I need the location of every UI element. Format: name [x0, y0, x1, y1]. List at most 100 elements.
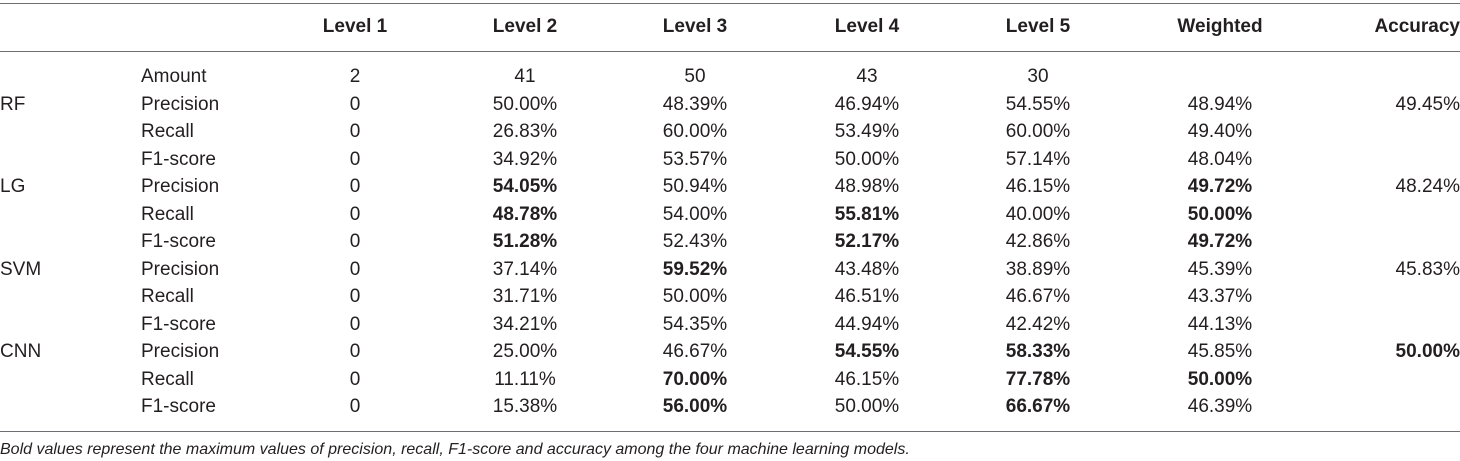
metric-name-cell: F1-score — [141, 148, 216, 170]
metric-name-cell: Precision — [141, 93, 220, 115]
value-cell: 45.83% — [1395, 258, 1460, 280]
header-weighted: Weighted — [1177, 16, 1263, 37]
model-name-cell — [0, 63, 120, 91]
value-cell: 43.37% — [1187, 286, 1253, 307]
table-row: LG Precision 0 54.05% 50.94% 48.98% 46.15% 49.7… — [0, 173, 1460, 201]
table-header-rule — [0, 51, 1460, 52]
model-name-cell — [0, 228, 120, 256]
value-cell: 0 — [349, 368, 361, 390]
header-level-2: Level 2 — [492, 16, 558, 37]
value-cell: 46.67% — [662, 341, 728, 362]
metric-name-cell: Precision — [141, 258, 220, 280]
value-cell: 50.94% — [662, 176, 728, 197]
value-cell: 0 — [349, 396, 361, 417]
value-cell: 60.00% — [1005, 121, 1071, 142]
value-cell — [1340, 201, 1460, 229]
value-cell: 50.00% — [1187, 203, 1253, 225]
header-level-3: Level 3 — [662, 16, 728, 37]
table-top-rule — [0, 3, 1460, 4]
value-cell: 54.35% — [662, 313, 728, 335]
value-cell: 46.94% — [834, 93, 900, 115]
value-cell: 42.86% — [1005, 231, 1071, 252]
value-cell: 50.00% — [1395, 341, 1460, 362]
model-name-cell — [0, 146, 120, 174]
value-cell: 43 — [856, 66, 878, 87]
value-cell: 0 — [349, 286, 361, 307]
value-cell: 0 — [349, 203, 361, 225]
value-cell: 60.00% — [662, 121, 728, 142]
value-cell: 40.00% — [1005, 203, 1071, 225]
value-cell — [1340, 63, 1460, 91]
value-cell: 37.14% — [492, 258, 558, 280]
value-cell: 45.85% — [1187, 341, 1253, 362]
value-cell: 34.92% — [492, 148, 558, 170]
value-cell: 49.45% — [1395, 93, 1460, 115]
model-name-cell — [0, 118, 120, 146]
value-cell: 42.42% — [1005, 313, 1071, 335]
value-cell: 15.38% — [492, 396, 558, 417]
value-cell: 26.83% — [492, 121, 558, 142]
value-cell: 0 — [349, 258, 361, 280]
table-footnote: Bold values represent the maximum values… — [0, 441, 910, 458]
model-name-cell — [0, 393, 120, 421]
table-row: F1-score 0 51.28% 52.43% 52.17% 42.86% 49.72% — [0, 228, 1460, 256]
value-cell: 46.67% — [1005, 286, 1071, 307]
table-row: Recall 0 31.71% 50.00% 46.51% 46.67% 43.37% — [0, 283, 1460, 311]
value-cell: 0 — [349, 148, 361, 170]
model-name-cell — [0, 366, 120, 394]
model-name-cell — [0, 283, 120, 311]
value-cell: 59.52% — [662, 258, 728, 280]
header-accuracy: Accuracy — [1374, 16, 1460, 37]
table-row: F1-score 0 15.38% 56.00% 50.00% 66.67% 46.39% — [0, 393, 1460, 421]
value-cell: 49.72% — [1187, 231, 1253, 252]
metric-name-cell: F1-score — [141, 396, 216, 417]
value-cell: 53.49% — [834, 121, 900, 142]
metric-name-cell: F1-score — [141, 313, 216, 335]
value-cell: 45.39% — [1187, 258, 1253, 280]
value-cell: 49.72% — [1187, 176, 1253, 197]
value-cell: 70.00% — [662, 368, 728, 390]
value-cell: 50.00% — [1187, 368, 1253, 390]
table-row: CNN Precision 0 25.00% 46.67% 54.55% 58.33% 45.… — [0, 338, 1460, 366]
value-cell: 48.39% — [662, 93, 728, 115]
value-cell: 43.48% — [834, 258, 900, 280]
value-cell: 0 — [349, 93, 361, 115]
value-cell: 54.55% — [1005, 93, 1071, 115]
model-name-cell: CNN — [0, 341, 42, 362]
value-cell: 48.78% — [492, 203, 558, 225]
value-cell: 50.00% — [834, 396, 900, 417]
value-cell: 52.17% — [834, 231, 900, 252]
value-cell: 52.43% — [662, 231, 728, 252]
value-cell — [1340, 366, 1460, 394]
table-row: Recall 0 11.11% 70.00% 46.15% 77.78% 50.00% — [0, 366, 1460, 394]
value-cell: 44.94% — [834, 313, 900, 335]
value-cell: 30 — [1027, 66, 1049, 87]
value-cell: 46.15% — [1005, 176, 1071, 197]
header-level-1: Level 1 — [322, 16, 388, 37]
value-cell: 54.55% — [834, 341, 900, 362]
value-cell: 58.33% — [1005, 341, 1071, 362]
table-row: Recall 0 48.78% 54.00% 55.81% 40.00% 50.00% — [0, 201, 1460, 229]
value-cell — [1340, 228, 1460, 256]
value-cell: 77.78% — [1005, 368, 1071, 390]
table-row: SVM Precision 0 37.14% 59.52% 43.48% 38.89% 45.… — [0, 256, 1460, 284]
model-name-cell: LG — [0, 176, 26, 197]
value-cell: 48.98% — [834, 176, 900, 197]
value-cell: 0 — [349, 176, 361, 197]
value-cell: 31.71% — [492, 286, 558, 307]
table-row: RF Precision 0 50.00% 48.39% 46.94% 54.55% 48.9… — [0, 91, 1460, 119]
table-row: F1-score 0 34.21% 54.35% 44.94% 42.42% 44.13% — [0, 311, 1460, 339]
table-row: Amount 2 41 50 43 30 — [0, 63, 1460, 91]
value-cell: 50.00% — [662, 286, 728, 307]
value-cell: 57.14% — [1005, 148, 1071, 170]
value-cell: 53.57% — [662, 148, 728, 170]
value-cell: 66.67% — [1005, 396, 1071, 417]
value-cell: 46.15% — [834, 368, 900, 390]
value-cell: 38.89% — [1005, 258, 1071, 280]
value-cell: 44.13% — [1187, 313, 1253, 335]
table-bottom-rule — [0, 431, 1460, 432]
value-cell: 48.24% — [1395, 176, 1460, 197]
value-cell: 0 — [349, 313, 361, 335]
metric-name-cell: Amount — [141, 66, 207, 87]
metric-name-cell: Recall — [141, 286, 194, 307]
